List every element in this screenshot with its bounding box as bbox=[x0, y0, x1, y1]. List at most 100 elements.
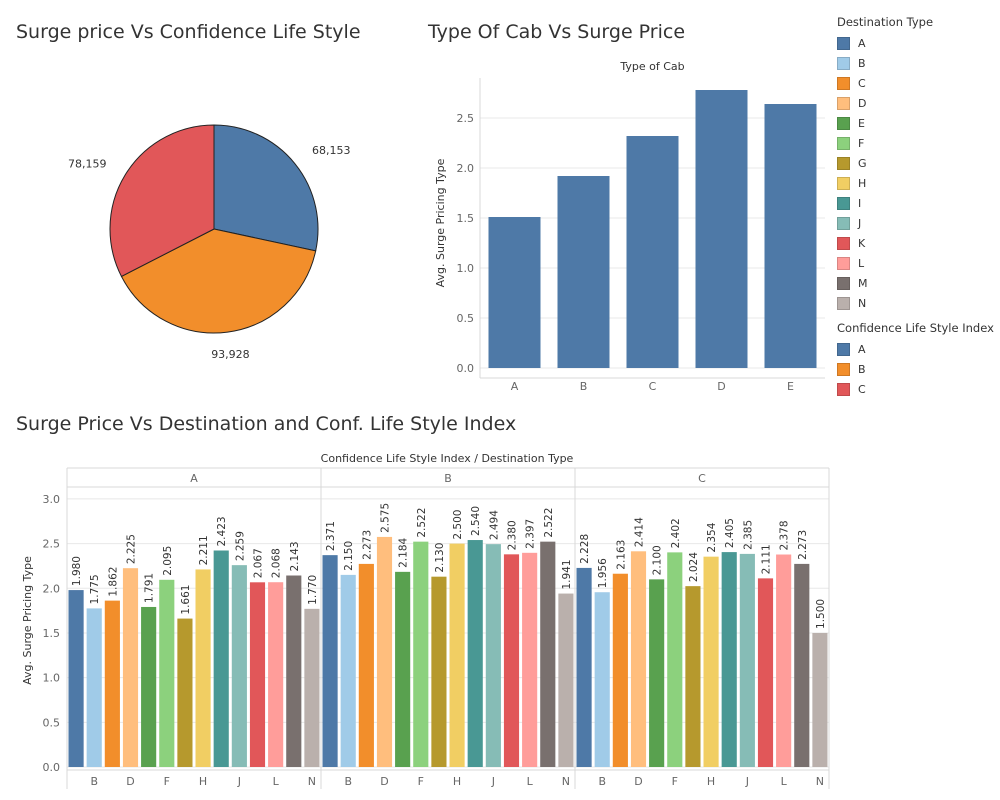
bar-value-label: 1.775 bbox=[89, 574, 101, 604]
bar-value-label: 2.211 bbox=[198, 535, 210, 565]
legend-label: C bbox=[858, 76, 866, 90]
confidence-legend-item-b[interactable]: B bbox=[837, 359, 994, 379]
bar-value-label: 2.500 bbox=[452, 510, 464, 540]
pie-slice-a bbox=[213, 124, 319, 252]
legend-label: B bbox=[858, 56, 866, 70]
bar-cab-d bbox=[695, 90, 748, 368]
bar-b-d bbox=[376, 536, 393, 767]
pie-slice-c bbox=[109, 124, 215, 278]
bar-value-label: 2.067 bbox=[253, 548, 265, 578]
bar-c-f bbox=[667, 552, 683, 767]
destination-legend-item-n[interactable]: N bbox=[837, 293, 933, 313]
panel-header-b: B bbox=[444, 472, 452, 485]
bar-value-label: 1.956 bbox=[597, 558, 609, 588]
destination-legend-item-h[interactable]: H bbox=[837, 173, 933, 193]
destination-legend-item-k[interactable]: K bbox=[837, 233, 933, 253]
legend-label: F bbox=[858, 136, 865, 150]
bar-b-k bbox=[503, 554, 520, 767]
bar-c-m bbox=[794, 563, 810, 767]
bar-value-label: 2.354 bbox=[706, 522, 718, 552]
bar-a-b bbox=[86, 608, 102, 767]
y-tick-label: 2.0 bbox=[457, 162, 475, 175]
bar-value-label: 2.575 bbox=[380, 503, 392, 533]
bar-a-j bbox=[231, 565, 247, 767]
legend-label: A bbox=[858, 342, 866, 356]
destination-legend-item-a[interactable]: A bbox=[837, 33, 933, 53]
destination-legend-title: Destination Type bbox=[837, 15, 934, 29]
bar-c-h bbox=[703, 556, 719, 767]
destination-bar-chart: Confidence Life Style Index / Destinatio… bbox=[21, 452, 830, 789]
confidence-legend-item-a[interactable]: A bbox=[837, 339, 994, 359]
bar-c-i bbox=[721, 552, 737, 767]
bar-value-label: 2.163 bbox=[615, 540, 627, 570]
pie-slice-label: 78,159 bbox=[68, 157, 107, 170]
legend-swatch bbox=[837, 276, 850, 290]
bar-c-n bbox=[812, 632, 828, 767]
bar-value-label: 2.068 bbox=[271, 548, 283, 578]
bar-c-l bbox=[776, 554, 792, 767]
bar-cab-c bbox=[626, 136, 679, 368]
bar-value-label: 2.380 bbox=[507, 520, 519, 550]
legend-swatch bbox=[837, 96, 850, 110]
legend-swatch bbox=[837, 216, 850, 230]
legend-label: E bbox=[858, 116, 865, 130]
pie-slice-label: 93,928 bbox=[211, 348, 250, 361]
legend-label: M bbox=[858, 276, 868, 290]
legend-swatch bbox=[837, 136, 850, 150]
bar-b-l bbox=[522, 552, 538, 767]
y-tick-label: 2.5 bbox=[43, 538, 61, 551]
destination-legend-item-b[interactable]: B bbox=[837, 53, 933, 73]
bar-b-n bbox=[558, 593, 574, 767]
panel-header-c: C bbox=[698, 472, 706, 485]
bar-b-f bbox=[413, 541, 429, 767]
bar-a-c bbox=[104, 600, 120, 767]
bar-c-k bbox=[757, 578, 774, 767]
bar-value-label: 2.111 bbox=[761, 544, 773, 574]
bar-c-j bbox=[739, 553, 755, 767]
legend-swatch bbox=[837, 76, 850, 90]
bar-cab-e bbox=[764, 104, 817, 368]
y-axis-title: Avg. Surge Pricing Type bbox=[434, 158, 447, 287]
confidence-legend-item-c[interactable]: C bbox=[837, 379, 994, 399]
x-tick-label: L bbox=[273, 775, 280, 788]
confidence-legend-title: Confidence Life Style Index bbox=[837, 321, 994, 335]
destination-legend-item-g[interactable]: G bbox=[837, 153, 933, 173]
bar-a-m bbox=[286, 575, 302, 767]
x-tick-label: E bbox=[787, 380, 794, 393]
destination-legend-item-m[interactable]: M bbox=[837, 273, 933, 293]
destination-legend-item-l[interactable]: L bbox=[837, 253, 933, 273]
bar-c-d bbox=[630, 551, 647, 767]
bar-b-g bbox=[431, 576, 447, 767]
x-tick-label: D bbox=[380, 775, 388, 788]
bar-c-c bbox=[612, 573, 628, 767]
destination-legend-item-i[interactable]: I bbox=[837, 193, 933, 213]
destination-legend-item-e[interactable]: E bbox=[837, 113, 933, 133]
bar-value-label: 2.397 bbox=[525, 519, 537, 549]
bar-value-label: 2.540 bbox=[470, 506, 482, 536]
bar-value-label: 2.024 bbox=[688, 552, 700, 582]
legend-label: J bbox=[858, 216, 862, 230]
bar-b-j bbox=[485, 544, 501, 767]
bar-c-g bbox=[685, 586, 701, 767]
bar-value-label: 2.494 bbox=[488, 510, 500, 540]
bar-value-label: 2.228 bbox=[579, 534, 591, 564]
bar-value-label: 2.100 bbox=[652, 545, 664, 575]
cab-bar-chart: Type of Cab 0.0 0.5 1.0 1.5 2.0 2.5 Avg. Surge … bbox=[434, 60, 825, 393]
y-tick-label: 1.0 bbox=[43, 672, 61, 685]
legend-swatch bbox=[837, 256, 850, 270]
x-tick-label: J bbox=[745, 775, 749, 788]
destination-legend-item-f[interactable]: F bbox=[837, 133, 933, 153]
bar-b-h bbox=[449, 543, 465, 767]
y-tick-label: 1.5 bbox=[43, 627, 61, 640]
destination-legend-item-c[interactable]: C bbox=[837, 73, 933, 93]
bar-value-label: 2.522 bbox=[416, 508, 428, 538]
destination-legend-item-j[interactable]: J bbox=[837, 213, 933, 233]
legend-swatch bbox=[837, 236, 850, 250]
bar-value-label: 2.371 bbox=[325, 521, 337, 551]
legend-swatch bbox=[837, 56, 850, 70]
bar-value-label: 2.423 bbox=[216, 516, 228, 546]
destination-legend-item-d[interactable]: D bbox=[837, 93, 933, 113]
x-tick-label: N bbox=[816, 775, 824, 788]
legend-swatch bbox=[837, 196, 850, 210]
